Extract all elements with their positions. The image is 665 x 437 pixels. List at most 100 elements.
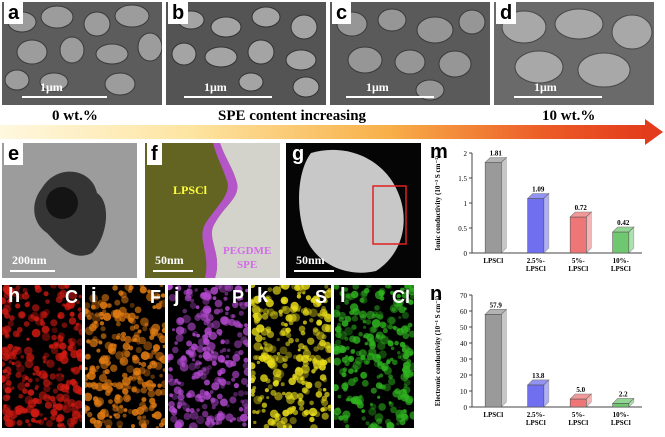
y-tick-label: 1.5	[458, 175, 467, 183]
panel-letter-h: h	[8, 285, 21, 307]
panel-letter-a: a	[4, 2, 24, 24]
start-content-label: 0 wt.%	[52, 108, 98, 124]
eds-map-image-h	[2, 285, 82, 428]
bar	[569, 398, 587, 408]
spe-label: SPE	[237, 259, 258, 271]
scale-label-a: 1μm	[40, 80, 63, 94]
gradient-arrow-bar	[0, 125, 645, 139]
x-tick-label: 5%-LPSCl	[568, 411, 588, 427]
bar-side	[586, 393, 592, 408]
bar-side	[501, 156, 507, 254]
panel-letter-f: f	[147, 143, 162, 165]
y-tick-label: 0.5	[458, 225, 467, 233]
roi-box	[372, 185, 407, 245]
bar-value-label: 2.2	[619, 390, 628, 398]
sem-panel-c: c 1μm	[330, 2, 490, 105]
tem-image-g	[286, 143, 421, 278]
sem-image-d	[494, 2, 654, 105]
scale-bar-c	[346, 96, 434, 98]
y-tick-label: 30	[460, 356, 468, 364]
bar	[612, 403, 630, 408]
x-tick-label: 10%-LPSCl	[611, 411, 631, 427]
eds-map-image-j	[168, 285, 248, 428]
x-tick-label: 2.5%-LPSCl	[526, 257, 546, 273]
panel-letter-d: d	[496, 2, 517, 24]
bar-side	[586, 211, 592, 254]
y-tick-label: 1	[464, 200, 468, 208]
panel-letter-l: l	[340, 285, 346, 307]
x-tick-label: 10%-LPSCl	[611, 257, 631, 273]
bar-value-label: 1.09	[532, 186, 545, 194]
scale-label-g: 50nm	[296, 253, 325, 267]
scale-label-b: 1μm	[204, 80, 227, 94]
panel-letter-k: k	[257, 285, 269, 307]
lpsci-label: LPSCl	[173, 183, 208, 197]
bar	[527, 198, 545, 254]
bar-side	[628, 397, 635, 408]
panel-letter-c: c	[332, 2, 352, 24]
bar	[569, 216, 587, 254]
scale-bar-d	[514, 96, 602, 98]
sem-image-b	[166, 2, 326, 105]
x-tick-label: 2.5%-LPSCl	[526, 411, 546, 427]
scale-bar-f	[153, 270, 193, 272]
element-label-j: P	[231, 287, 244, 307]
eds-map-image-l	[334, 285, 414, 428]
y-tick-label: 20	[460, 372, 468, 380]
element-label-l: Cl	[392, 287, 410, 307]
tem-panel-f: f LPSCl PEGDME SPE 50nm	[145, 143, 280, 278]
bar	[484, 162, 502, 254]
sem-panel-a: a 1μm	[2, 2, 162, 105]
bar-value-label: 13.8	[532, 372, 545, 380]
element-label-k: S	[314, 287, 327, 307]
y-tick-label: 70	[460, 292, 468, 300]
x-tick-label: LPSCl	[483, 411, 503, 419]
y-tick-label: 0	[464, 404, 468, 412]
scale-bar-e	[10, 270, 55, 272]
bar-value-label: 5.0	[576, 386, 585, 394]
bar	[527, 384, 545, 408]
tem-panel-g: g 50nm	[286, 143, 421, 278]
pegdme-label: PEGDME	[223, 245, 272, 257]
x-tick-label: 5%-LPSCl	[568, 257, 588, 273]
y-axis-label: Electronic conductivity (10⁻¹ S cm⁻¹)	[434, 295, 442, 406]
bar	[612, 231, 630, 254]
sem-image-a	[2, 2, 162, 105]
bar-value-label: 1.81	[490, 150, 503, 158]
y-tick-label: 0	[464, 250, 468, 258]
y-axis-label: Ionic conductivity (10⁻³ S cm⁻¹)	[434, 155, 442, 251]
bar-value-label: 57.9	[490, 301, 503, 309]
bar-side	[543, 192, 550, 254]
panel-letter-b: b	[168, 2, 189, 24]
electronic-conductivity-chart: 0 10 20 30 40 50 60 70 Electronic conductivity (…	[434, 292, 642, 427]
eds-map-image-i	[85, 285, 165, 428]
panel-letter-j: j	[174, 285, 180, 307]
bar	[484, 314, 502, 408]
eds-map-image-k	[251, 285, 331, 428]
scale-bar-b	[184, 96, 272, 98]
bar-side	[501, 308, 507, 408]
gradient-arrow-head	[645, 119, 663, 145]
y-tick-label: 40	[460, 340, 468, 348]
scale-label-d: 1μm	[534, 80, 557, 94]
bar-value-label: 0.72	[575, 204, 588, 212]
bar-side	[628, 226, 635, 254]
panel-letter-g: g	[292, 143, 305, 165]
bar-value-label: 0.42	[617, 219, 630, 227]
y-tick-label: 10	[460, 388, 468, 396]
tem-panel-e: e 200nm	[2, 143, 137, 278]
tem-image-e	[2, 143, 137, 278]
x-tick-label: LPSCl	[483, 257, 503, 265]
panel-letter-e: e	[4, 143, 24, 165]
scale-bar-g	[294, 270, 334, 272]
scale-label-c: 1μm	[366, 80, 389, 94]
eds-map-l: l Cl	[334, 285, 414, 428]
panel-letter-m: m	[426, 141, 452, 163]
y-tick-label: 50	[460, 324, 468, 332]
sem-panel-d: d 1μm	[494, 2, 654, 105]
sem-panel-b: b 1μm	[166, 2, 326, 105]
